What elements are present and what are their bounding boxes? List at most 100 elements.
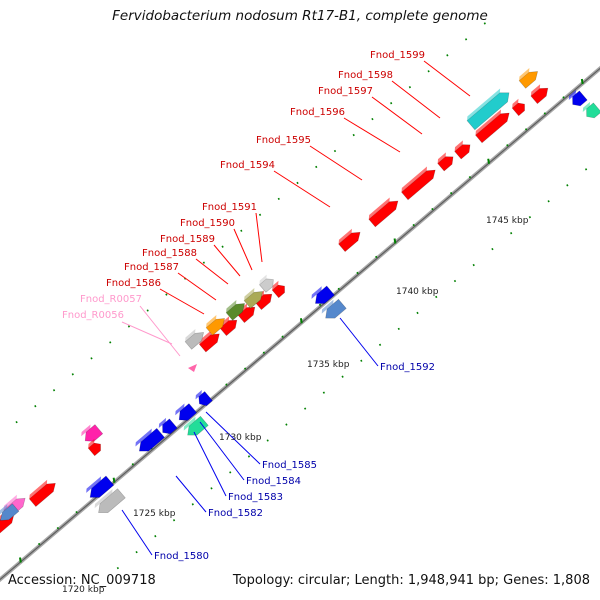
forward-gene	[198, 330, 220, 353]
reverse-leader	[339, 317, 379, 367]
tick-mark	[472, 263, 475, 267]
tick-mark	[390, 101, 393, 105]
tick-mark	[266, 439, 269, 442]
reverse-gene	[582, 101, 600, 119]
reverse-gene-bevel	[195, 390, 202, 400]
reverse-leader	[175, 475, 207, 513]
tick-mark	[524, 128, 528, 131]
reverse-leader	[199, 421, 245, 481]
tick-mark	[146, 309, 149, 312]
forward-gene-label: Fnod_1594	[220, 160, 275, 171]
reverse-gene-bevel	[135, 428, 152, 447]
forward-gene-bevel	[259, 274, 267, 285]
forward-leader	[213, 244, 241, 277]
reverse-gene-bevel	[582, 101, 591, 112]
reverse-gene	[195, 390, 213, 407]
forward-gene-bevel	[437, 152, 446, 164]
tick-mark	[566, 184, 569, 187]
tick-mark	[244, 367, 247, 370]
tick-mark	[277, 197, 280, 201]
scale-label: 1720 kbp	[62, 585, 105, 595]
forward-gene-bevel	[512, 98, 519, 109]
forward-gene-label: Fnod_1590	[180, 218, 235, 229]
tick-mark	[416, 311, 419, 315]
forward-gene-bevel	[272, 280, 279, 291]
tick-mark	[154, 535, 157, 538]
reverse-gene-label: Fnod_1592	[380, 362, 435, 373]
reverse-gene-shape	[198, 391, 213, 407]
tick-mark	[34, 405, 37, 408]
tick-mark	[491, 247, 494, 251]
tick-mark	[562, 96, 565, 99]
tick-mark	[435, 295, 438, 299]
tick-mark	[90, 357, 93, 360]
reverse-gene-bevel	[81, 424, 91, 437]
tick-mark	[412, 223, 415, 227]
tick-mark	[446, 54, 449, 57]
tick-mark	[450, 191, 453, 195]
reverse-gene-shape	[138, 427, 165, 452]
reverse-gene-shape	[178, 403, 198, 421]
forward-gene-label: Fnod_1596	[290, 107, 345, 118]
tick-mark	[333, 149, 337, 153]
reverse-gene-label: Fnod_1584	[246, 476, 301, 487]
forward-leader	[177, 272, 217, 301]
rna-marker	[188, 364, 197, 372]
tick-mark	[483, 22, 486, 25]
tick-mark	[285, 423, 288, 426]
forward-gene-label: Fnod_1595	[256, 135, 311, 146]
tick-mark	[304, 407, 307, 410]
rna-leader	[139, 305, 181, 357]
scale-label: 1740 kbp	[396, 287, 439, 297]
forward-gene-label: Fnod_1598	[338, 70, 393, 81]
genome-backbone	[0, 65, 600, 583]
forward-leader	[343, 117, 401, 153]
reverse-gene-label: Fnod_1580	[154, 551, 209, 562]
scale-label: 1725 kbp	[133, 509, 176, 519]
reverse-gene-bevel	[0, 504, 8, 517]
tick-mark	[221, 245, 224, 248]
reverse-gene	[175, 403, 198, 421]
forward-gene	[243, 288, 264, 309]
scale-labels: 1720 kbp 1725 kbp 1730 kbp 1735 kbp 1740 kbp…	[62, 216, 529, 595]
reverse-gene	[86, 475, 115, 498]
tick-mark	[75, 510, 78, 514]
tick-mark	[393, 238, 397, 244]
tick-mark	[431, 207, 434, 211]
tick-mark	[19, 557, 22, 563]
forward-leader	[391, 80, 441, 119]
reverse-gene-bevel	[175, 403, 185, 416]
forward-gene	[511, 98, 525, 117]
scale-label: 1735 kbp	[307, 360, 350, 370]
tick-mark	[427, 70, 430, 73]
forward-leader	[371, 96, 423, 135]
tick-mark	[487, 158, 491, 164]
reverse-gene	[81, 424, 104, 442]
reverse-gene	[321, 298, 347, 319]
tick-mark	[135, 550, 138, 554]
tick-mark	[360, 359, 363, 362]
tick-mark	[356, 271, 359, 275]
tick-mark	[229, 471, 232, 474]
tick-mark	[165, 293, 168, 296]
tick-mark	[247, 455, 251, 458]
tick-mark	[52, 389, 56, 392]
tick-mark	[202, 261, 205, 264]
reverse-gene-bevel	[183, 416, 196, 431]
tick-mark	[262, 351, 265, 354]
tick-mark	[468, 176, 472, 179]
reverse-leader	[121, 509, 153, 556]
reverse-gene	[568, 89, 588, 107]
forward-gene	[338, 228, 361, 253]
forward-gene-bevel	[519, 68, 530, 81]
reverse-gene-shape	[98, 488, 126, 514]
forward-gene	[437, 152, 454, 172]
forward-leader	[195, 258, 229, 285]
forward-gene-bevel	[226, 300, 237, 313]
forward-gene-label: Fnod_1591	[202, 202, 257, 213]
tick-mark	[258, 213, 262, 216]
reverse-gene-label: Fnod_1585	[262, 460, 317, 471]
forward-gene	[368, 197, 399, 228]
tick-mark	[464, 38, 468, 41]
